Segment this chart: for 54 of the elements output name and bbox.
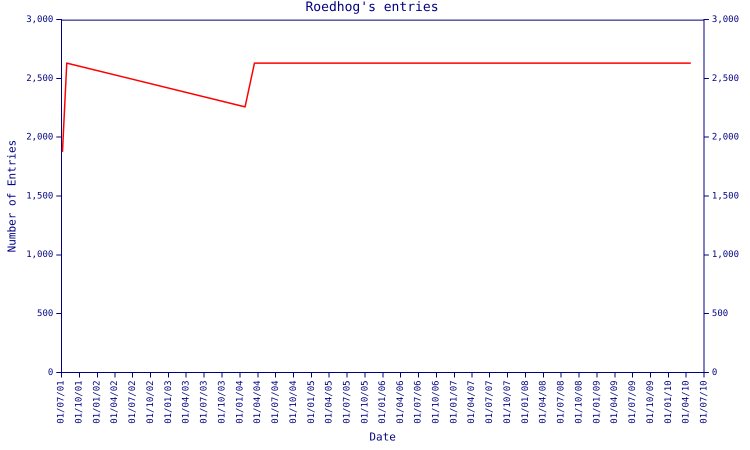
y2-tick-label: 0 [712, 368, 718, 378]
y-tick-label: 1,000 [26, 250, 54, 260]
x-tick-label: 01/10/05 [360, 380, 370, 424]
x-tick-label: 01/10/01 [74, 380, 85, 424]
y-tick-label: 3,000 [26, 14, 54, 25]
x-tick-label: 01/04/06 [396, 380, 406, 424]
x-tick-label: 01/10/04 [288, 380, 299, 424]
x-tick-label: 01/07/07 [484, 380, 495, 424]
y-tick-label: 2,500 [26, 74, 54, 84]
x-tick-label: 01/07/08 [556, 380, 567, 424]
x-tick-label: 01/01/02 [92, 380, 103, 424]
x-tick-label: 01/10/07 [502, 380, 513, 424]
x-tick-label: 01/10/03 [217, 380, 228, 424]
y2-tick-label: 2,000 [712, 132, 739, 143]
x-tick-label: 01/07/06 [414, 380, 424, 424]
x-tick-label: 01/04/07 [467, 380, 478, 424]
x-tick-label: 01/10/08 [574, 380, 585, 424]
x-tick-label: 01/04/09 [610, 380, 620, 424]
y-tick-label: 500 [37, 308, 54, 319]
x-tick-label: 01/04/10 [681, 380, 692, 424]
x-tick-label: 01/07/03 [199, 380, 210, 424]
x-tick-label: 01/01/07 [450, 380, 460, 424]
x-tick-label: 01/01/04 [235, 380, 246, 424]
x-tick-label: 01/04/04 [253, 380, 264, 424]
chart-title: Roedhog's entries [305, 0, 439, 16]
x-tick-label: 01/04/08 [538, 380, 549, 424]
y-tick-label: 2,000 [26, 132, 54, 143]
x-tick-label: 01/01/08 [520, 380, 531, 424]
x-tick-label: 01/07/04 [270, 380, 281, 424]
x-tick-label: 01/07/02 [128, 380, 138, 424]
y-axis-title: Number of Entries [5, 140, 18, 252]
x-tick-label: 01/04/02 [110, 380, 120, 424]
x-tick-label: 01/01/09 [592, 380, 603, 424]
x-tick-label: 01/04/03 [182, 380, 192, 424]
y-tick-label: 0 [48, 368, 54, 378]
x-axis-title: Date [369, 430, 396, 444]
y-tick-label: 1,500 [26, 191, 54, 202]
x-tick-label: 01/04/05 [324, 380, 334, 424]
x-tick-label: 01/01/06 [378, 380, 388, 424]
x-tick-label: 01/01/10 [664, 380, 674, 424]
x-tick-label: 01/01/03 [164, 380, 174, 424]
x-tick-label: 01/10/06 [432, 380, 442, 424]
x-tick-label: 01/10/02 [146, 380, 156, 424]
y2-tick-label: 1,500 [712, 191, 739, 202]
x-tick-label: 01/07/09 [628, 380, 638, 424]
y2-tick-label: 3,000 [712, 14, 739, 25]
x-tick-label: 01/10/09 [646, 380, 656, 424]
y2-tick-label: 2,500 [712, 74, 739, 84]
y2-tick-label: 1,000 [712, 250, 739, 260]
x-tick-label: 01/01/05 [306, 380, 317, 424]
y2-tick-label: 500 [712, 308, 728, 319]
x-tick-label: 01/07/05 [342, 380, 352, 424]
x-tick-label: 01/07/10 [699, 380, 710, 424]
x-tick-label: 01/07/01 [56, 380, 67, 424]
